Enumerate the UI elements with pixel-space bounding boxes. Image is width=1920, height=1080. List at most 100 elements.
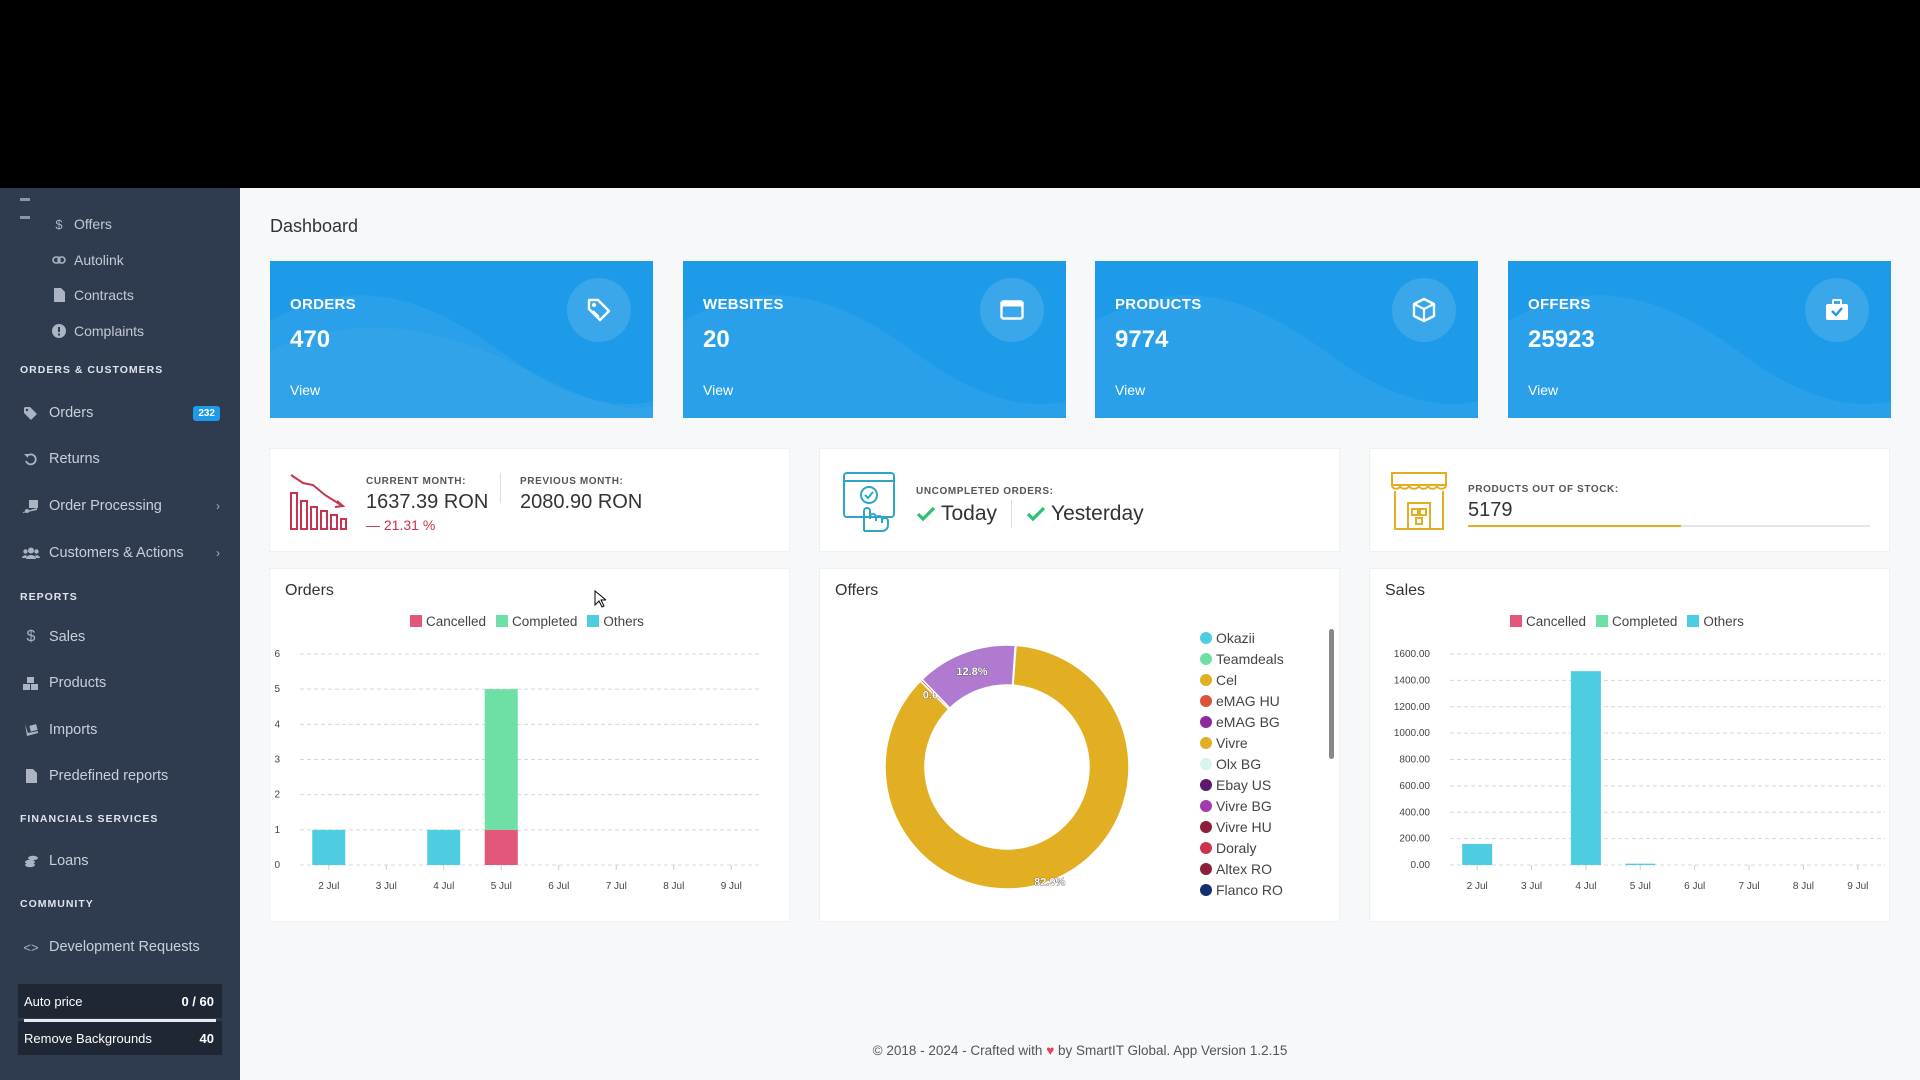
- legend-dot: [1200, 778, 1212, 791]
- sidebar: $ Offers Autolink Contracts Complaints O…: [0, 188, 240, 1080]
- revenue-card: CURRENT MONTH: 1637.39 RON — 21.31 % PRE…: [270, 449, 789, 551]
- legend-item-cancelled[interactable]: Cancelled: [1510, 614, 1586, 629]
- legend-label: Teamdeals: [1216, 650, 1284, 667]
- y-tick-label: 0.00: [1411, 860, 1431, 871]
- sidebar-item-loans[interactable]: Loans: [20, 849, 220, 873]
- stat-value: 25923: [1528, 326, 1595, 353]
- legend-item[interactable]: Altex RO: [1200, 858, 1310, 879]
- sidebar-item-label: Loans: [49, 853, 89, 869]
- sidebar-item-label: Autolink: [74, 252, 124, 268]
- sidebar-item-orders[interactable]: Orders 232: [20, 401, 220, 425]
- legend-item-completed[interactable]: Completed: [1596, 614, 1677, 629]
- stat-view-link[interactable]: View: [1528, 382, 1559, 398]
- stat-value: 20: [703, 326, 730, 353]
- sidebar-item-label: Sales: [49, 629, 86, 645]
- chart-title: Sales: [1385, 582, 1426, 599]
- legend-item[interactable]: eMAG HU: [1200, 690, 1310, 711]
- legend-item-others[interactable]: Others: [587, 614, 644, 629]
- chart-legend: Cancelled Completed Others: [410, 614, 644, 629]
- stat-view-link[interactable]: View: [703, 382, 734, 398]
- legend-item[interactable]: Cel: [1200, 669, 1310, 690]
- stat-card-products: PRODUCTS 9774 View: [1095, 261, 1478, 418]
- legend-scrollbar[interactable]: [1329, 629, 1334, 759]
- bar-cancelled: [484, 829, 518, 865]
- legend-dot: [1200, 883, 1212, 896]
- sidebar-item-label: Development Requests: [49, 939, 200, 955]
- sidebar-item-label: Products: [49, 675, 107, 691]
- stat-value: 9774: [1115, 326, 1169, 353]
- legend-label: Cel: [1216, 671, 1238, 688]
- sidebar-item-offers[interactable]: $ Offers: [50, 214, 112, 234]
- briefcase-icon: [1805, 278, 1869, 342]
- y-tick-label: 0: [274, 860, 280, 871]
- bar-others: [1625, 863, 1656, 865]
- file-icon: [20, 769, 42, 783]
- sidebar-item-contracts[interactable]: Contracts: [50, 285, 134, 305]
- sidebar-item-complaints[interactable]: Complaints: [50, 321, 144, 341]
- link-icon: [50, 255, 68, 265]
- legend-item[interactable]: Ebay US: [1200, 774, 1310, 795]
- sidebar-item-returns[interactable]: Returns: [20, 447, 220, 471]
- x-tick-label: 5 Jul: [491, 881, 512, 892]
- sidebar-item-label: Imports: [49, 722, 98, 738]
- sales-bar-chart: 0.00 200.00 400.00 600.00 800.00 1000.00 1200.…: [1394, 649, 1885, 892]
- sidebar-item-order-processing[interactable]: Order Processing ›: [20, 494, 220, 518]
- legend-item[interactable]: Teamdeals: [1200, 648, 1310, 669]
- legend-item[interactable]: eMAG BG: [1200, 711, 1310, 732]
- sidebar-item-sales[interactable]: $ Sales: [20, 625, 220, 649]
- sidebar-item-products[interactable]: Products: [20, 671, 220, 695]
- chevron-right-icon: ›: [216, 546, 220, 560]
- x-tick-label: 8 Jul: [1793, 881, 1814, 892]
- wave-decoration: [270, 295, 653, 418]
- sidebar-item-development-requests[interactable]: <> Development Requests: [20, 935, 220, 959]
- divider: [1011, 500, 1013, 528]
- y-tick-label: 6: [274, 649, 280, 660]
- bar-others: [427, 829, 461, 865]
- bar-others: [1462, 843, 1493, 865]
- legend-label: Others: [1703, 614, 1744, 629]
- legend-item[interactable]: Okazii: [1200, 627, 1310, 648]
- sidebar-item-customers-actions[interactable]: Customers & Actions ›: [20, 541, 220, 565]
- x-tick-label: 6 Jul: [1684, 881, 1705, 892]
- legend-item-completed[interactable]: Completed: [496, 614, 577, 629]
- stat-card-websites: WEBSITES 20 View: [683, 261, 1066, 418]
- legend-label: Olx BG: [1216, 755, 1262, 772]
- x-tick-label: 3 Jul: [376, 881, 397, 892]
- stat-value: 470: [290, 326, 331, 353]
- footer-prefix: © 2018 - 2024 - Crafted with: [872, 1043, 1043, 1058]
- credit-auto-price: Auto price 0 / 60: [18, 984, 222, 1018]
- legend-item[interactable]: Olx BG: [1200, 753, 1310, 774]
- sidebar-clipped-item: [20, 188, 100, 219]
- truck-loading-icon: [20, 499, 42, 513]
- legend-item-cancelled[interactable]: Cancelled: [410, 614, 486, 629]
- sales-chart-card: Sales Cancelled Completed Others 0.00 200…: [1370, 569, 1889, 921]
- boxes-icon: [20, 676, 42, 690]
- y-tick-label: 400.00: [1399, 807, 1430, 818]
- stat-view-link[interactable]: View: [1115, 382, 1146, 398]
- sidebar-item-label: Returns: [49, 451, 100, 467]
- footer: © 2018 - 2024 - Crafted with ♥ by SmartI…: [240, 1043, 1920, 1058]
- credit-value: 40: [199, 1030, 214, 1046]
- legend-item-others[interactable]: Others: [1687, 614, 1744, 629]
- stat-view-link[interactable]: View: [290, 382, 321, 398]
- sidebar-item-autolink[interactable]: Autolink: [50, 250, 124, 270]
- legend-label: Vivre HU: [1216, 818, 1272, 835]
- dollar-icon: $: [26, 628, 36, 645]
- legend-dot: [1200, 757, 1212, 770]
- legend-item[interactable]: Vivre HU: [1200, 816, 1310, 837]
- legend-item[interactable]: Vivre: [1200, 732, 1310, 753]
- x-tick-label: 5 Jul: [1630, 881, 1651, 892]
- legend-item[interactable]: Doraly: [1200, 837, 1310, 858]
- users-icon: [20, 547, 42, 559]
- legend-label: eMAG BG: [1216, 713, 1280, 730]
- sidebar-item-imports[interactable]: Imports: [20, 718, 220, 742]
- legend-item[interactable]: Flanco RO: [1200, 879, 1310, 900]
- legend-item[interactable]: Vivre BG: [1200, 795, 1310, 816]
- y-tick-label: 3: [274, 755, 280, 766]
- section-reports: REPORTS: [20, 591, 78, 603]
- legend-dot: [1200, 799, 1212, 812]
- chevron-right-icon: ›: [216, 499, 220, 513]
- legend-label: Completed: [512, 614, 578, 629]
- sidebar-item-label: Contracts: [74, 287, 134, 303]
- sidebar-item-predefined-reports[interactable]: Predefined reports: [20, 764, 220, 788]
